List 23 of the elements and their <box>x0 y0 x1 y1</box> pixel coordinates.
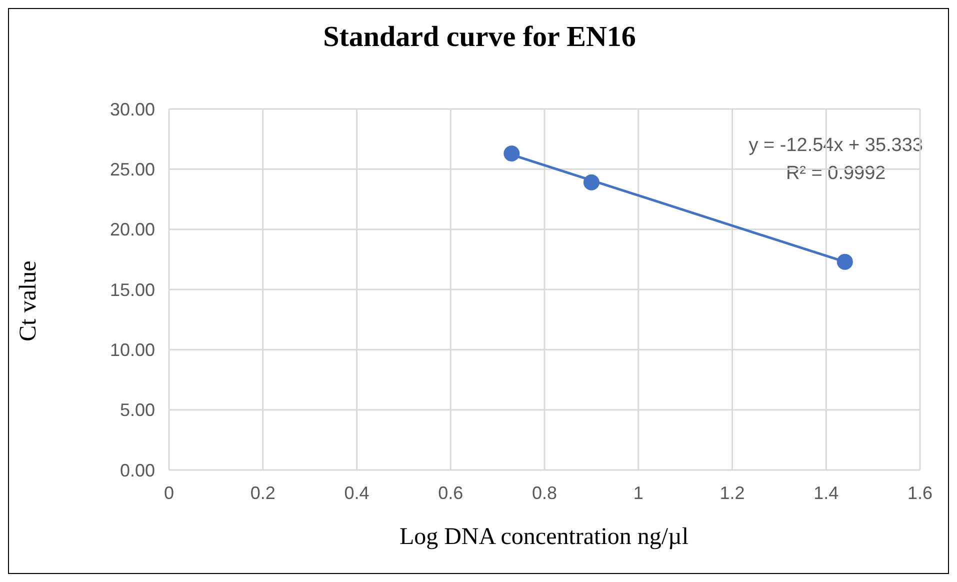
x-axis-title: Log DNA concentration ng/µl <box>398 524 690 551</box>
y-tick-label: 0.00 <box>120 460 155 480</box>
x-tick-label: 1.6 <box>907 482 933 503</box>
y-tick-label: 25.00 <box>110 160 155 180</box>
annotation: y = -12.54x + 35.333 <box>748 135 923 156</box>
point <box>836 254 853 270</box>
chart-title: Standard curve for EN16 <box>322 21 637 54</box>
y-tick-label: 15.00 <box>110 280 155 300</box>
x-tick-label: 0.6 <box>438 482 464 503</box>
y-axis-title: Ct value <box>16 260 42 342</box>
y-tick-label: 10.00 <box>110 340 155 360</box>
y-tick-label: 5.00 <box>120 400 155 420</box>
point <box>504 146 520 162</box>
x-tick-label: 1.4 <box>814 482 839 503</box>
x-tick-label: 0.8 <box>532 482 558 503</box>
y-tick-label: 20.00 <box>110 220 155 240</box>
point <box>583 174 600 190</box>
x-tick-label: 0 <box>164 482 174 503</box>
x-tick-label: 1 <box>633 482 644 503</box>
x-tick-label: 1.2 <box>720 482 745 503</box>
x-tick-label: 0.2 <box>250 482 276 503</box>
y-tick-label: 30.00 <box>110 99 155 120</box>
x-tick-label: 0.4 <box>344 482 370 503</box>
